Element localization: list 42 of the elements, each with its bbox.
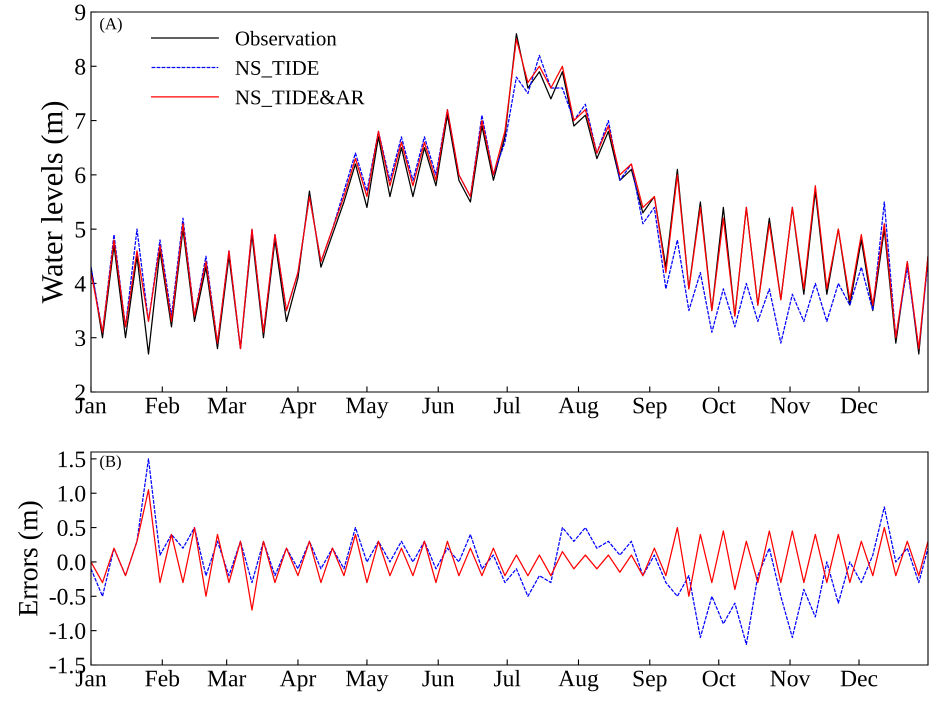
x-tick-label: Apr — [280, 398, 316, 418]
y-tick-label: 0.5 — [58, 520, 86, 536]
legend-label: NS_TIDE&AR — [236, 90, 365, 107]
y-tick-label: 6 — [75, 167, 86, 184]
y-tick-label: -1.0 — [50, 623, 86, 640]
x-tick-label: Dec — [840, 670, 878, 686]
x-tick-label: Jun — [422, 670, 454, 686]
x-tick-label: Sep — [634, 670, 667, 692]
y-tick-label: 5 — [76, 222, 86, 238]
legend-label: NS_TIDE — [236, 60, 318, 78]
annotation: (A) — [100, 18, 122, 33]
x-tick-label: Jul — [494, 396, 521, 414]
y-tick-label: 4 — [74, 276, 86, 292]
y-tick-label: 1.0 — [58, 486, 86, 502]
y-axis-title: Water levels (m) — [41, 102, 69, 304]
x-tick-label: Nov — [770, 398, 810, 414]
x-tick-label: Sep — [634, 398, 667, 418]
y-tick-label: 8 — [75, 58, 86, 75]
y-tick-label: -0.5 — [50, 588, 86, 605]
y-tick-label: 7 — [76, 113, 86, 129]
x-tick-label: May — [346, 398, 388, 418]
x-tick-label: Apr — [280, 670, 316, 692]
annotation: (B) — [100, 455, 121, 470]
x-tick-label: Oct — [702, 670, 736, 686]
x-tick-label: Aug — [558, 670, 598, 692]
x-tick-label: Nov — [770, 670, 810, 686]
legend-label: Observation — [236, 30, 336, 46]
y-tick-label: 9 — [75, 4, 86, 20]
x-tick-label: May — [346, 670, 388, 692]
x-tick-label: Jun — [422, 398, 454, 414]
x-tick-label: Dec — [840, 398, 878, 414]
y-tick-label: 0.0 — [58, 554, 86, 570]
x-tick-label: Mar — [208, 398, 246, 414]
x-tick-label: Aug — [558, 398, 598, 418]
x-tick-label: Feb — [145, 670, 180, 686]
x-tick-label: Mar — [208, 670, 246, 686]
y-axis-title: Errors (m) — [18, 501, 44, 616]
x-tick-label: Feb — [145, 396, 180, 414]
x-tick-label: Jul — [494, 670, 521, 686]
y-tick-label: 1.5 — [58, 451, 86, 468]
x-tick-label: Oct — [702, 398, 736, 414]
y-tick-label: 3 — [75, 330, 86, 346]
